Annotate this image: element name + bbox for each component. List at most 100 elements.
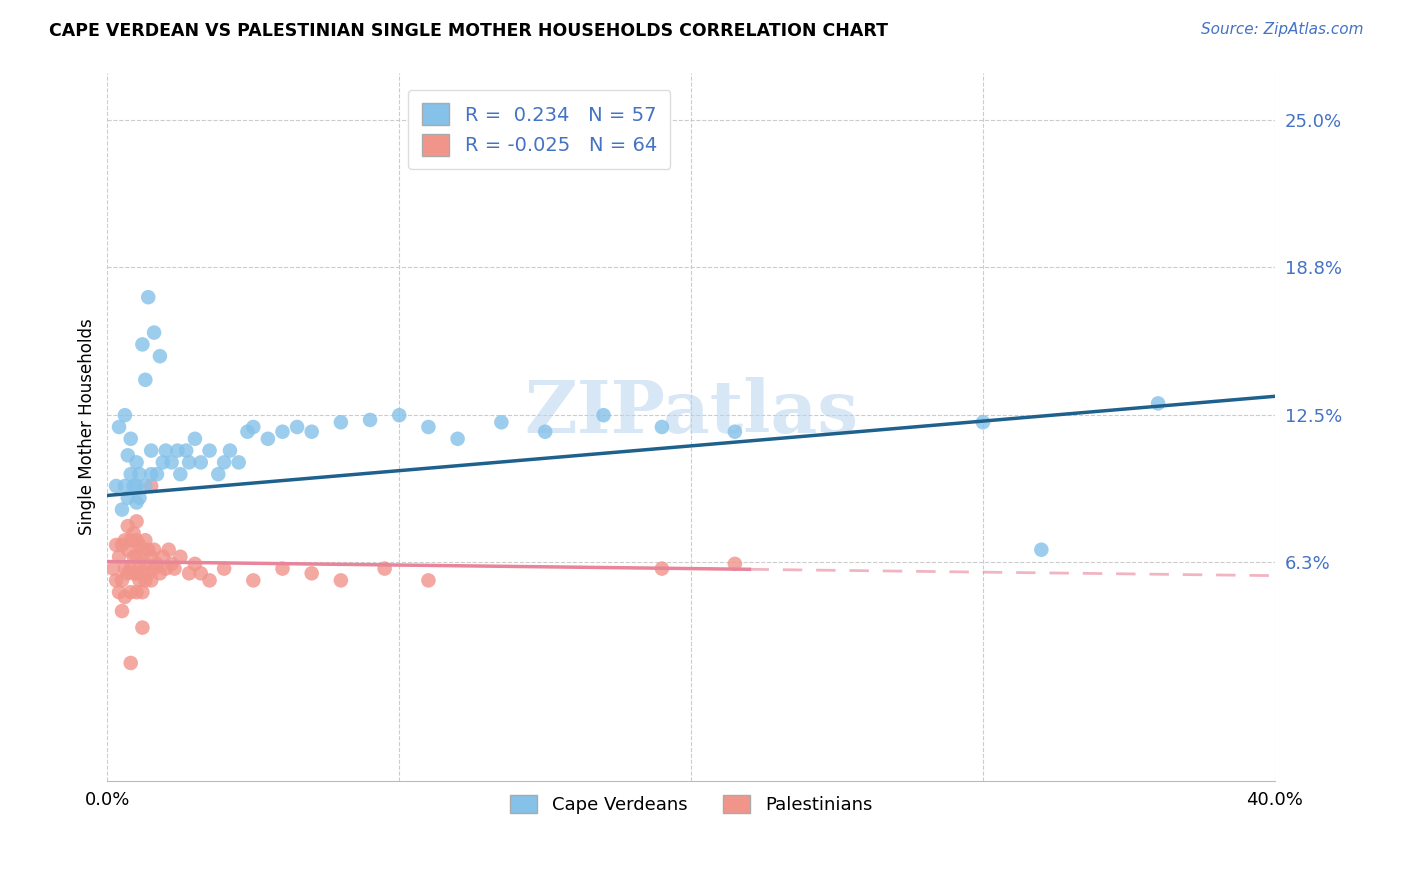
- Point: [163, 561, 186, 575]
- Point: [117, 542, 139, 557]
- Point: [271, 425, 294, 439]
- Point: [131, 621, 153, 635]
- Point: [242, 420, 264, 434]
- Point: [131, 337, 153, 351]
- Point: [212, 455, 235, 469]
- Point: [120, 585, 142, 599]
- Point: [120, 432, 142, 446]
- Point: [117, 491, 139, 505]
- Point: [236, 425, 259, 439]
- Point: [134, 574, 156, 588]
- Point: [122, 549, 145, 564]
- Point: [134, 533, 156, 548]
- Point: [141, 574, 163, 588]
- Point: [228, 455, 250, 469]
- Point: [190, 566, 212, 581]
- Point: [141, 549, 163, 564]
- Point: [155, 443, 177, 458]
- Point: [108, 549, 131, 564]
- Point: [1031, 542, 1053, 557]
- Point: [1147, 396, 1170, 410]
- Point: [160, 557, 183, 571]
- Point: [146, 467, 169, 482]
- Point: [177, 455, 200, 469]
- Point: [257, 432, 280, 446]
- Point: [285, 420, 308, 434]
- Point: [242, 574, 264, 588]
- Point: [117, 566, 139, 581]
- Text: ZIPatlas: ZIPatlas: [524, 377, 858, 449]
- Point: [125, 455, 148, 469]
- Point: [271, 561, 294, 575]
- Point: [146, 557, 169, 571]
- Point: [128, 557, 150, 571]
- Point: [114, 590, 136, 604]
- Point: [117, 519, 139, 533]
- Point: [111, 604, 134, 618]
- Point: [120, 656, 142, 670]
- Point: [174, 443, 197, 458]
- Point: [105, 479, 128, 493]
- Point: [136, 566, 159, 581]
- Point: [103, 561, 125, 575]
- Point: [125, 495, 148, 509]
- Point: [155, 561, 177, 575]
- Point: [131, 585, 153, 599]
- Point: [149, 349, 172, 363]
- Point: [152, 455, 174, 469]
- Point: [125, 479, 148, 493]
- Point: [134, 373, 156, 387]
- Point: [111, 574, 134, 588]
- Point: [198, 574, 221, 588]
- Point: [329, 574, 352, 588]
- Point: [141, 479, 163, 493]
- Point: [184, 432, 207, 446]
- Point: [534, 425, 557, 439]
- Text: Source: ZipAtlas.com: Source: ZipAtlas.com: [1201, 22, 1364, 37]
- Legend: Cape Verdeans, Palestinians: Cape Verdeans, Palestinians: [499, 784, 883, 825]
- Point: [120, 533, 142, 548]
- Point: [143, 326, 166, 340]
- Point: [141, 443, 163, 458]
- Point: [169, 549, 191, 564]
- Point: [128, 467, 150, 482]
- Point: [134, 557, 156, 571]
- Point: [122, 479, 145, 493]
- Point: [141, 467, 163, 482]
- Point: [111, 538, 134, 552]
- Point: [105, 574, 128, 588]
- Point: [329, 415, 352, 429]
- Point: [128, 491, 150, 505]
- Point: [131, 542, 153, 557]
- Point: [724, 557, 747, 571]
- Point: [120, 467, 142, 482]
- Point: [169, 467, 191, 482]
- Y-axis label: Single Mother Households: Single Mother Households: [79, 318, 96, 535]
- Point: [388, 408, 411, 422]
- Point: [651, 420, 673, 434]
- Point: [418, 574, 440, 588]
- Point: [207, 467, 229, 482]
- Point: [301, 425, 323, 439]
- Point: [184, 557, 207, 571]
- Point: [122, 566, 145, 581]
- Point: [111, 502, 134, 516]
- Point: [177, 566, 200, 581]
- Point: [136, 542, 159, 557]
- Point: [374, 561, 396, 575]
- Point: [212, 561, 235, 575]
- Point: [131, 566, 153, 581]
- Point: [592, 408, 614, 422]
- Point: [120, 561, 142, 575]
- Point: [143, 542, 166, 557]
- Point: [125, 585, 148, 599]
- Point: [125, 515, 148, 529]
- Point: [724, 425, 747, 439]
- Point: [190, 455, 212, 469]
- Point: [972, 415, 994, 429]
- Text: CAPE VERDEAN VS PALESTINIAN SINGLE MOTHER HOUSEHOLDS CORRELATION CHART: CAPE VERDEAN VS PALESTINIAN SINGLE MOTHE…: [49, 22, 889, 40]
- Point: [301, 566, 323, 581]
- Point: [166, 443, 188, 458]
- Point: [108, 585, 131, 599]
- Point: [128, 538, 150, 552]
